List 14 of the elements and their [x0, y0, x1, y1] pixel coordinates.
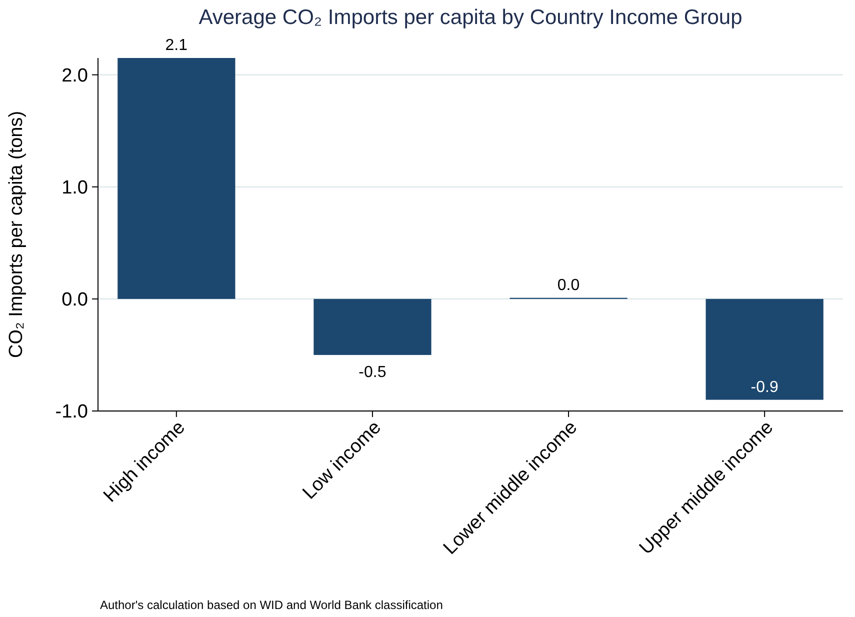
bar [706, 298, 824, 400]
y-tick-label: 2.0 [62, 65, 88, 86]
data-label: -0.5 [358, 364, 386, 381]
y-tick-label: -1.0 [55, 402, 88, 423]
bar [118, 58, 236, 299]
chart-title: Average CO₂ Imports per capita by Country Income Group [198, 6, 742, 29]
y-tick-label: 0.0 [62, 290, 88, 311]
data-label: 0.0 [557, 276, 580, 294]
text: Author's calculation based on WID and World Bank classification [100, 598, 443, 612]
data-label: 2.1 [165, 37, 188, 54]
data-label: -0.9 [750, 378, 778, 396]
y-axis-title: CO₂ Imports per capita (tons) [6, 110, 27, 358]
bar [314, 298, 432, 355]
y-tick-label: 1.0 [62, 178, 88, 199]
